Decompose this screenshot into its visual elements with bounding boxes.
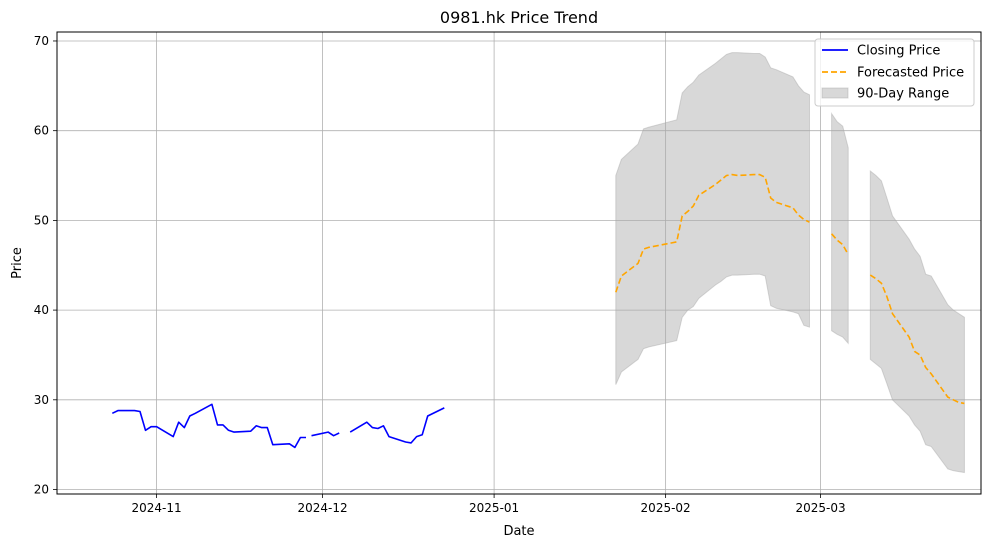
x-tick-label: 2025-02: [641, 501, 691, 515]
y-tick-label: 20: [34, 483, 49, 497]
forecasted-price-line: [869, 274, 965, 405]
x-tick-label: 2024-12: [298, 501, 348, 515]
range-bands: [615, 52, 965, 474]
y-tick-label: 40: [34, 303, 49, 317]
90-day-range-band: [615, 52, 810, 385]
legend: Closing Price Forecasted Price 90-Day Ra…: [814, 38, 975, 107]
series-lines: [111, 173, 965, 449]
90-day-range-band: [831, 111, 849, 345]
y-tick-label: 30: [34, 393, 49, 407]
x-tick-label: 2024-11: [132, 501, 182, 515]
legend-label-forecasted-price: Forecasted Price: [857, 66, 964, 81]
forecasted-price-line: [615, 173, 810, 293]
axis-ticks: 2024-11 2024-12 2025-01 2025-02 2025-03 20 30 4…: [34, 34, 846, 515]
legend-label-closing-price: Closing Price: [857, 44, 940, 59]
legend-box: [814, 38, 975, 107]
plot-frame: [56, 31, 982, 495]
closing-price-line: [311, 431, 340, 437]
closing-price-line: [111, 403, 306, 449]
legend-label-90-day-range: 90-Day Range: [857, 87, 949, 102]
x-tick-label: 2025-03: [795, 501, 845, 515]
x-axis-label: Date: [503, 524, 534, 539]
y-tick-label: 50: [34, 213, 49, 227]
forecasted-price-line: [830, 233, 849, 255]
closing-price-line: [349, 407, 445, 444]
90-day-range-band: [869, 169, 965, 474]
y-tick-label: 60: [34, 124, 49, 138]
x-tick-label: 2025-01: [469, 501, 519, 515]
y-tick-label: 70: [34, 34, 49, 48]
legend-swatch-90-day-range: [821, 87, 849, 99]
chart-title: 0981.hk Price Trend: [440, 8, 598, 27]
y-axis-label: Price: [10, 247, 25, 279]
